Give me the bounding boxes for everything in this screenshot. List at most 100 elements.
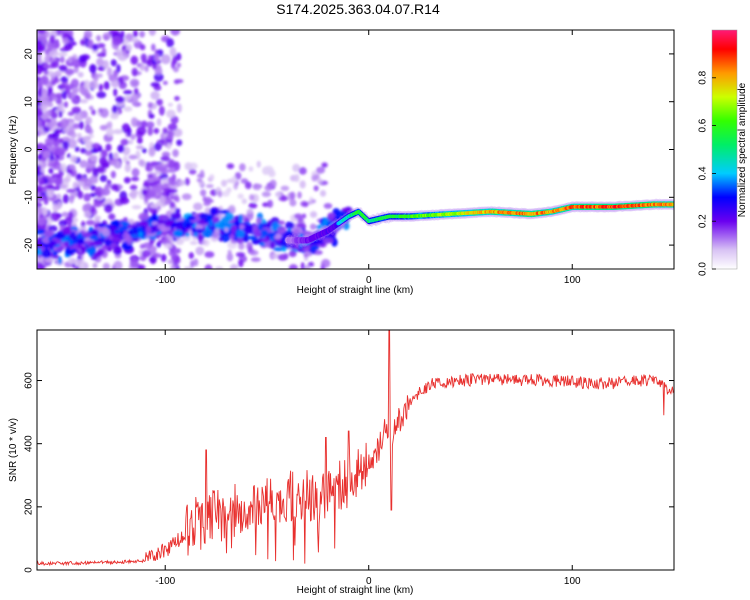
spectrogram-noise-blob — [188, 162, 198, 170]
spectrogram-noise-blob — [48, 167, 54, 174]
spectrogram-track-blob — [55, 232, 66, 240]
spectrogram-track-blob — [261, 237, 267, 243]
spectrogram-noise-blob — [49, 34, 56, 44]
spectrogram-track-blob — [330, 229, 337, 237]
spectrogram-noise-blob — [60, 83, 66, 89]
spectrogram-track-blob — [157, 219, 165, 225]
spectrogram-noise-blob — [80, 226, 87, 231]
snr-x-tick-label: -100 — [155, 576, 175, 587]
spectrogram-noise-blob — [146, 121, 155, 129]
spectrogram-y-ticks: -20 -10 0 10 20 — [24, 48, 674, 252]
spectrogram-noise-blob — [156, 98, 163, 106]
spectrogram-noise-blob — [102, 262, 111, 269]
spectrogram-noise-blob — [103, 34, 109, 41]
spectrogram-noise-blob — [47, 86, 53, 95]
spectrogram-noise-blob — [193, 202, 203, 211]
spectrogram-noise-blob — [202, 239, 210, 247]
spectrogram-noise-blob — [37, 153, 43, 160]
spectrogram-noise-blob — [298, 167, 307, 175]
spectrogram-noise-blob — [37, 164, 42, 174]
spectrogram-noise-blob — [87, 39, 94, 49]
spectrogram-noise-blob — [237, 259, 244, 268]
spectrogram-noise-blob — [75, 181, 85, 187]
spectrogram-noise-blob — [316, 166, 326, 174]
spectrogram-noise-blob — [184, 266, 193, 269]
spectrogram-noise-blob — [83, 193, 91, 202]
spectrogram-noise-blob — [175, 78, 184, 84]
spectrogram-noise-blob — [77, 190, 84, 200]
spectrogram-track-blob — [277, 226, 287, 234]
spectrogram-track-blob — [322, 237, 334, 244]
spectrogram-noise-blob — [97, 248, 105, 256]
spectrogram-track-blob — [224, 227, 229, 233]
spectrogram-noise-blob — [96, 57, 104, 67]
spectrogram-track-blob — [52, 251, 58, 257]
spectrogram-noise-blob — [60, 163, 67, 173]
spectrogram-track-blob — [163, 219, 173, 228]
spectrogram-noise-blob — [320, 258, 331, 268]
spectrogram-noise-blob — [118, 81, 127, 90]
snr-x-tick-label: 0 — [366, 576, 372, 587]
spectrogram-noise-blob — [130, 117, 138, 127]
snr-y-ticks: 0 200 400 600 — [24, 372, 674, 573]
spectrogram-noise-blob — [48, 225, 58, 232]
spectrogram-noise-blob — [37, 30, 46, 35]
spectrogram-noise-blob — [150, 82, 160, 88]
spectrogram-noise-blob — [40, 166, 45, 173]
spectrogram-track-blob — [270, 241, 275, 250]
spectrogram-noise-blob — [297, 191, 302, 199]
spectrogram-signal-track — [284, 198, 674, 248]
spectrogram-noise-blob — [37, 34, 47, 42]
spectrogram-x-axis-label: Height of straight line (km) — [297, 285, 414, 296]
spectrogram-noise-blob — [99, 174, 108, 182]
spectrogram-noise-blob — [311, 199, 317, 204]
spectrogram-noise-blob — [133, 87, 139, 95]
spectrogram-noise-blob — [73, 113, 84, 122]
spectrogram-track-blob — [288, 250, 297, 258]
spectrogram-noise-blob — [300, 200, 308, 207]
spectrogram-noise-blob — [104, 186, 110, 195]
spectrogram-noise-blob — [83, 210, 92, 218]
spectrogram-noise-blob — [156, 118, 162, 127]
spectrogram-track-blob — [104, 238, 112, 247]
spectrogram-track-blob — [145, 225, 152, 235]
colorbar-gradient — [712, 30, 737, 269]
spectrogram-noise-blob — [264, 165, 274, 173]
spectrogram-noise-blob — [61, 90, 68, 100]
spectrogram-noise-blob — [157, 190, 163, 200]
spectrogram-noise-blob — [167, 168, 177, 173]
spectrogram-track-blob — [247, 235, 257, 240]
spectrogram-noise-blob — [141, 148, 147, 154]
spectrogram-noise-blob — [172, 128, 183, 138]
spectrogram-noise-blob — [323, 203, 333, 209]
spectrogram-track-blob — [68, 251, 74, 256]
spectrogram-noise-blob — [168, 158, 175, 169]
spectrogram-noise-blob — [226, 163, 235, 169]
spectrogram-track-blob — [111, 236, 122, 243]
spectrogram-noise-blob — [105, 183, 112, 189]
spectrogram-noise-blob — [237, 193, 244, 199]
spectrogram-noise-blob — [160, 54, 171, 65]
spectrogram-noise-blob — [248, 202, 258, 209]
spectrogram-noise-blob — [167, 102, 173, 107]
spectrogram-noise-blob — [162, 127, 168, 134]
spectrogram-track-blob — [191, 226, 197, 234]
spectrogram-noise-blob — [103, 81, 110, 90]
spectrogram-track-blob — [89, 241, 97, 246]
spectrogram-noise-blob — [301, 213, 307, 219]
spectrogram-noise-blob — [139, 64, 146, 71]
spectrogram-track-blob — [101, 228, 111, 237]
spectrogram-noise-blob — [239, 163, 246, 172]
spectrogram-noise-blob — [115, 48, 123, 59]
spectrogram-noise-blob — [58, 219, 67, 228]
spectrogram-track-blob — [97, 223, 106, 228]
spectrogram-noise-blob — [175, 237, 185, 245]
spectrogram-noise-blob — [108, 152, 114, 160]
spectrogram-noise-blob — [93, 73, 99, 82]
spectrogram-noise-blob — [113, 152, 119, 160]
spectrogram-noise-blob — [139, 30, 145, 38]
spectrogram-noise-blob — [54, 128, 62, 134]
spectrogram-track-blob — [89, 235, 99, 241]
spectrogram-noise-blob — [141, 249, 151, 258]
snr-x-ticks: -100 0 100 — [155, 330, 581, 587]
